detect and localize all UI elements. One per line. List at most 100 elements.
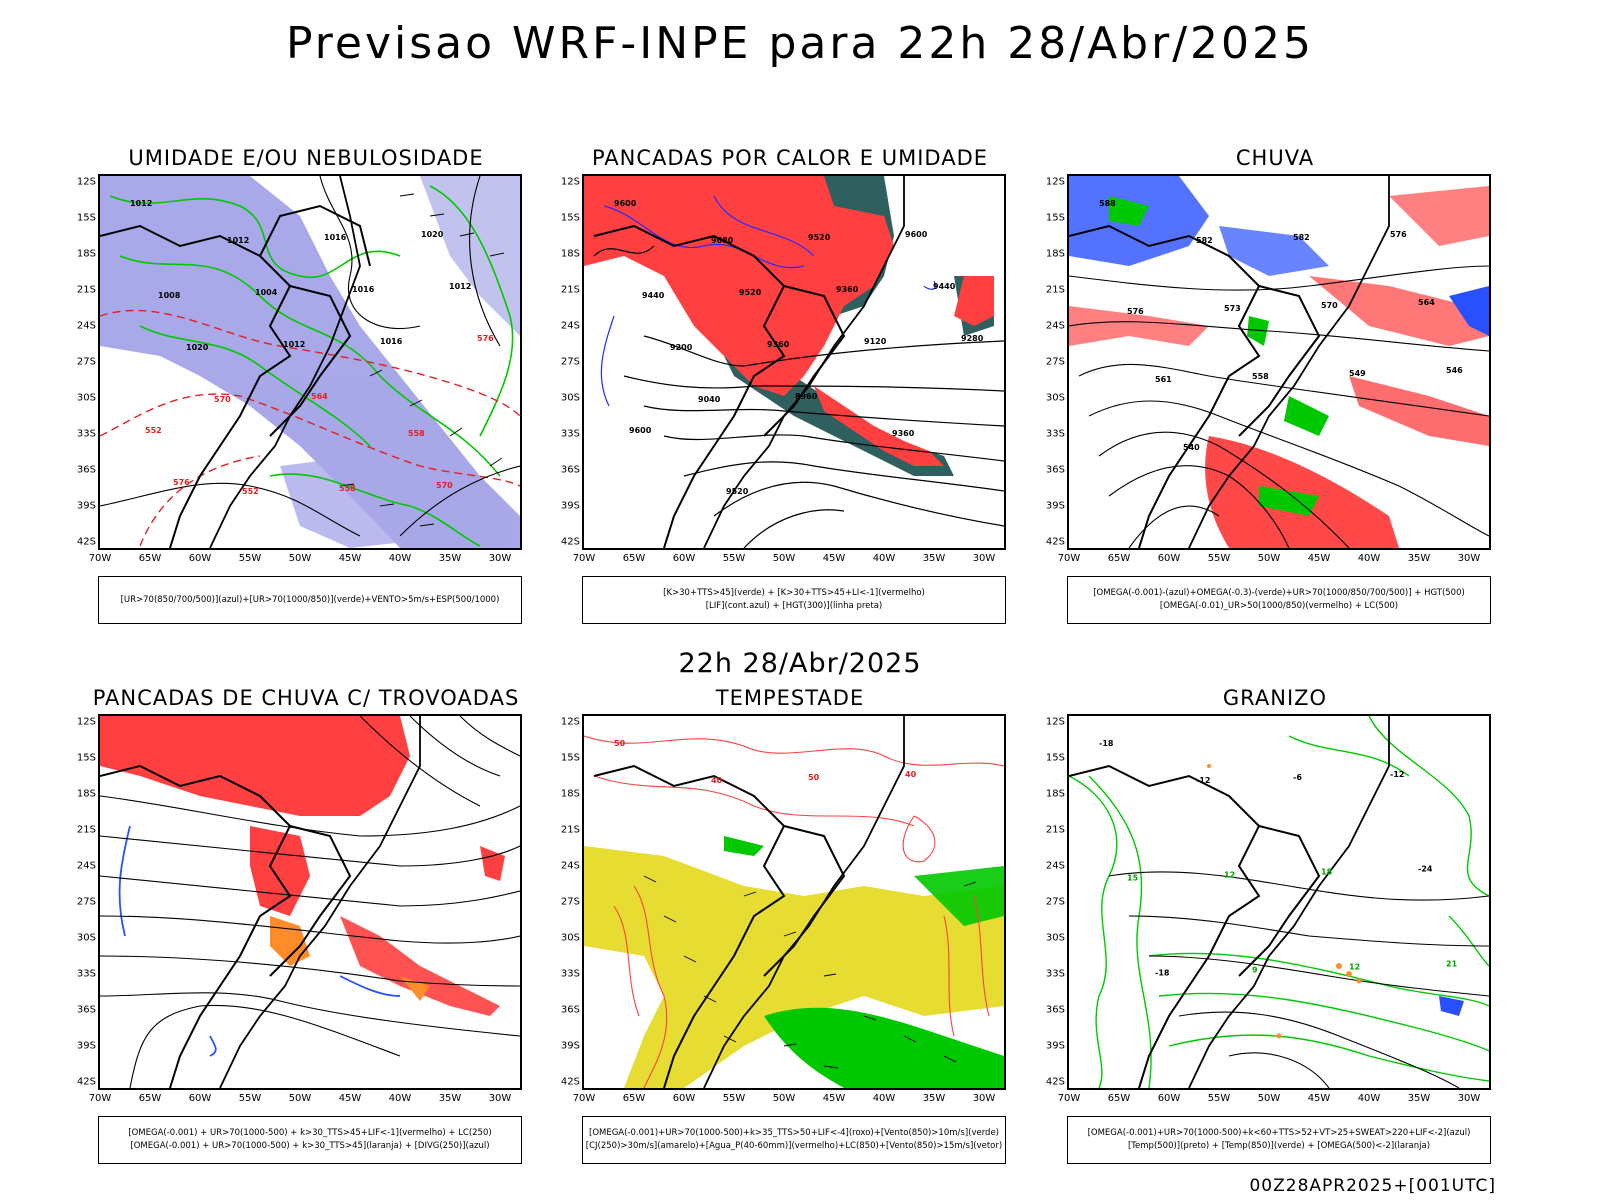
map-granizo[interactable]: -18 -12 -6 -12 15 12 18 -24 -18 9 12 21	[1067, 714, 1491, 1090]
water-contour-red	[584, 735, 1004, 1088]
contour-value-label: 540	[1183, 443, 1200, 452]
map-chuva[interactable]: 588 582 582 576 576 573 570 564 561 558 549 546 540	[1067, 174, 1491, 550]
lon-tick-label: 50W	[1257, 1093, 1281, 1104]
lon-tick-label: 30W	[972, 553, 996, 564]
lat-tick-label: 15S	[76, 752, 96, 764]
map-umidade[interactable]: 1012 1012 1016 1020 1008 1004 1016 1012 1020 1012…	[98, 174, 522, 550]
legend-line: [OMEGA(-0.001) + UR>70(1000-500) + k>30_…	[128, 1128, 492, 1138]
lon-tick-label: 45W	[338, 1093, 362, 1104]
contour-value-label: 9520	[726, 487, 749, 496]
lon-tick-label: 55W	[238, 553, 262, 564]
contour-value-label: 558	[1252, 372, 1269, 381]
map-pancadas-calor[interactable]: 9600 9680 9520 9600 9440 9520 9360 9440 9200 9360…	[582, 174, 1006, 550]
lon-tick-label: 30W	[488, 553, 512, 564]
lon-tick-label: 40W	[388, 553, 412, 564]
coastline	[703, 176, 905, 548]
lat-axis: 12S 15S 18S 21S 24S 27S 30S 33S 36S 39S 42S	[1035, 174, 1065, 550]
thickness-contour-red	[100, 309, 520, 547]
lon-tick-label: 70W	[572, 1093, 596, 1104]
contour-value-label: 9440	[642, 291, 665, 300]
lon-tick-label: 70W	[88, 1093, 112, 1104]
lat-axis: 12S 15S 18S 21S 24S 27S 30S 33S 36S 39S 42S	[550, 714, 580, 1090]
lat-tick-label: 27S	[76, 356, 96, 368]
rain-fill-green	[1109, 196, 1329, 516]
legend-line: [OMEGA(-0.001)-(azul)+OMEGA(-0.3)-(verde…	[1093, 588, 1465, 598]
subtitle: 22h 28/Abr/2025	[678, 648, 922, 679]
contour-value-label: 1016	[380, 337, 403, 346]
lat-tick-label: 21S	[560, 284, 580, 296]
wind-fill-green	[724, 836, 1004, 1088]
lon-tick-label: 60W	[1157, 1093, 1181, 1104]
map-labels: 1012 1012 1016 1020 1008 1004 1016 1012 1020 1012…	[130, 199, 494, 496]
contour-value-label: 570	[436, 481, 453, 490]
coastline	[1188, 176, 1390, 548]
lat-tick-label: 27S	[560, 896, 580, 908]
coastline	[219, 716, 421, 1088]
lon-tick-label: 55W	[1207, 553, 1231, 564]
contour-value-label: 564	[1418, 298, 1435, 307]
lat-tick-label: 36S	[76, 464, 96, 476]
lon-tick-label: 45W	[1307, 553, 1331, 564]
lat-tick-label: 36S	[1045, 1004, 1065, 1016]
country-borders	[100, 764, 352, 1088]
contour-value-label: 558	[408, 429, 425, 438]
lon-tick-label: 45W	[822, 1093, 846, 1104]
contour-value-label: 9120	[864, 337, 887, 346]
lat-tick-label: 33S	[560, 968, 580, 980]
contour-value-label: 18	[1321, 868, 1333, 877]
contour-value-label: 1020	[421, 230, 444, 239]
pressure-contour-black	[100, 176, 520, 537]
lat-tick-label: 33S	[1045, 968, 1065, 980]
lon-axis: 70W 65W 60W 55W 50W 45W 40W 35W 30W	[1058, 553, 1491, 567]
contour-value-label: 582	[1196, 236, 1213, 245]
wind-vectors	[339, 193, 505, 527]
legend-line: [Temp(500)](preto) + [Temp(850)](verde) …	[1127, 1141, 1431, 1151]
lat-tick-label: 30S	[76, 932, 96, 944]
lat-tick-label: 33S	[1045, 428, 1065, 440]
contour-value-label: 9040	[698, 395, 721, 404]
map-labels: 588 582 582 576 576 573 570 564 561 558 549 546 540	[1099, 199, 1463, 452]
storm-fill-orange	[270, 916, 430, 1001]
legend-line: [LIF](cont.azul) + [HGT(300)](linha pret…	[705, 601, 883, 611]
lat-tick-label: 15S	[76, 212, 96, 224]
hail-blue	[1439, 996, 1464, 1016]
lon-tick-label: 50W	[772, 553, 796, 564]
contour-value-label: 9600	[905, 230, 928, 239]
lat-tick-label: 39S	[76, 500, 96, 512]
contour-value-label: 1012	[449, 282, 471, 291]
contour-value-label: 546	[1446, 366, 1463, 375]
contour-value-label: 9600	[614, 199, 637, 208]
contour-value-label: 1004	[255, 288, 278, 297]
lon-tick-label: 30W	[1457, 1093, 1481, 1104]
lon-axis: 70W 65W 60W 55W 50W 45W 40W 35W 30W	[89, 553, 522, 567]
lat-tick-label: 21S	[1045, 824, 1065, 836]
run-timestamp: 00Z28APR2025+[001UTC]	[1249, 1176, 1496, 1196]
lat-tick-label: 12S	[1045, 176, 1065, 188]
lon-tick-label: 60W	[672, 1093, 696, 1104]
lon-tick-label: 30W	[488, 1093, 512, 1104]
panel-legend: [OMEGA(-0.001)-(azul)+OMEGA(-0.3)-(verde…	[1067, 576, 1491, 624]
lon-tick-label: 35W	[922, 553, 946, 564]
wind-vectors	[643, 875, 977, 1069]
lon-tick-label: 55W	[1207, 1093, 1231, 1104]
lon-axis: 70W 65W 60W 55W 50W 45W 40W 35W 30W	[573, 553, 1006, 567]
contour-value-label: 552	[145, 426, 162, 435]
lon-tick-label: 60W	[1157, 553, 1181, 564]
lat-tick-label: 12S	[560, 176, 580, 188]
map-tempestade[interactable]: 50 40 50 40	[582, 714, 1006, 1090]
lat-tick-label: 27S	[1045, 896, 1065, 908]
lat-tick-label: 36S	[1045, 464, 1065, 476]
lon-tick-label: 40W	[872, 553, 896, 564]
contour-value-label: 582	[1293, 233, 1310, 242]
lat-tick-label: 21S	[560, 824, 580, 836]
contour-value-label: -18	[1099, 739, 1114, 748]
map-trovoadas[interactable]	[98, 714, 522, 1090]
lif-contour-blue	[600, 195, 936, 407]
lon-tick-label: 45W	[822, 553, 846, 564]
contour-value-label: 561	[1155, 375, 1172, 384]
lat-tick-label: 21S	[76, 284, 96, 296]
contour-value-label: 21	[1446, 959, 1458, 968]
lat-tick-label: 39S	[76, 1040, 96, 1052]
contour-value-label: 1020	[186, 343, 209, 352]
lon-tick-label: 65W	[138, 1093, 162, 1104]
